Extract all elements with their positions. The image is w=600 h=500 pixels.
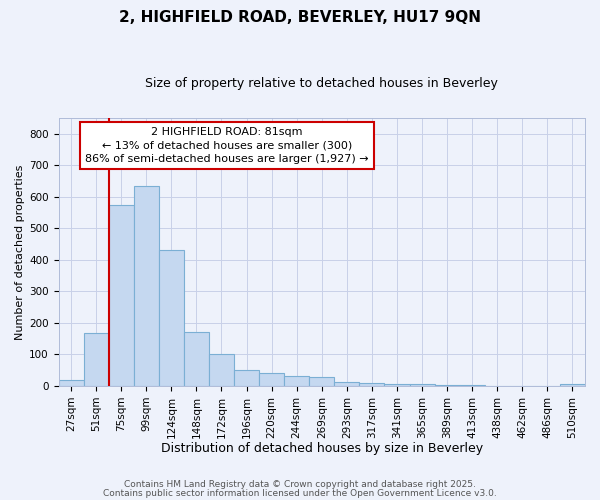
Bar	[334, 382, 359, 386]
Bar	[109, 204, 134, 386]
Title: Size of property relative to detached houses in Beverley: Size of property relative to detached ho…	[145, 78, 498, 90]
Bar	[209, 354, 234, 386]
Bar	[259, 374, 284, 386]
Bar	[359, 383, 385, 386]
Bar	[184, 332, 209, 386]
Text: Contains public sector information licensed under the Open Government Licence v3: Contains public sector information licen…	[103, 488, 497, 498]
Text: 2 HIGHFIELD ROAD: 81sqm
← 13% of detached houses are smaller (300)
86% of semi-d: 2 HIGHFIELD ROAD: 81sqm ← 13% of detache…	[85, 128, 369, 164]
X-axis label: Distribution of detached houses by size in Beverley: Distribution of detached houses by size …	[161, 442, 483, 455]
Bar	[134, 186, 159, 386]
Bar	[309, 377, 334, 386]
Bar	[385, 384, 410, 386]
Text: Contains HM Land Registry data © Crown copyright and database right 2025.: Contains HM Land Registry data © Crown c…	[124, 480, 476, 489]
Bar	[59, 380, 83, 386]
Text: 2, HIGHFIELD ROAD, BEVERLEY, HU17 9QN: 2, HIGHFIELD ROAD, BEVERLEY, HU17 9QN	[119, 10, 481, 25]
Bar	[159, 250, 184, 386]
Bar	[410, 384, 434, 386]
Bar	[83, 333, 109, 386]
Bar	[434, 385, 460, 386]
Bar	[284, 376, 309, 386]
Bar	[234, 370, 259, 386]
Bar	[560, 384, 585, 386]
Y-axis label: Number of detached properties: Number of detached properties	[15, 164, 25, 340]
